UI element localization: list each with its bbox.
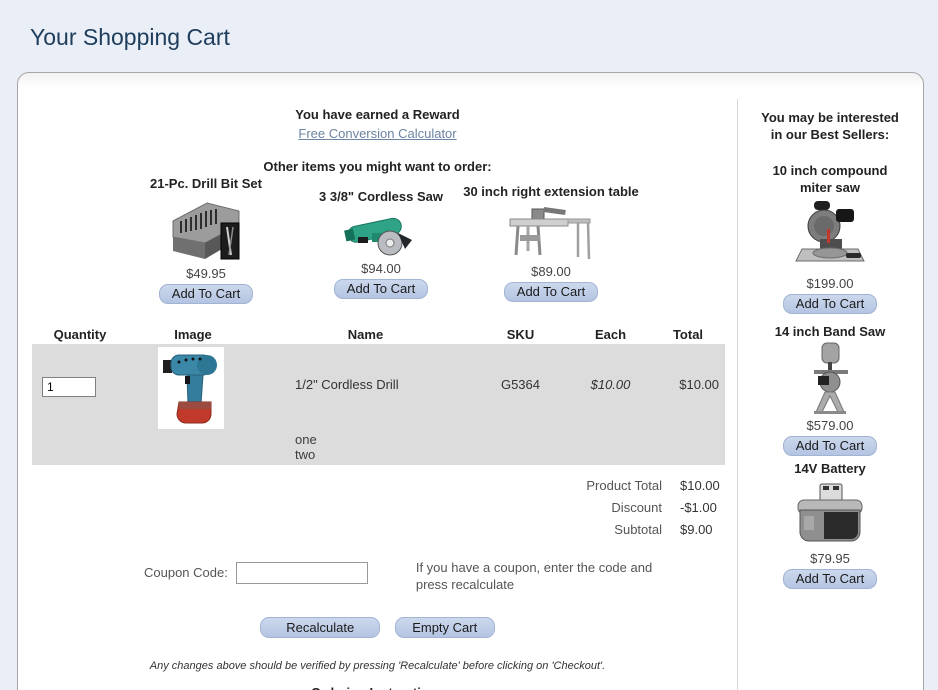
header-sku: SKU (506, 326, 535, 342)
best-seller-band-saw: 14 inch Band Saw $579.00 Add To Cart (737, 323, 923, 456)
header-name: Name (347, 326, 384, 342)
verify-note: Any changes above should be verified by … (149, 660, 606, 672)
discount-label: Discount (611, 499, 662, 515)
cart-item-total: $10.00 (679, 377, 719, 392)
suggested-product-extension-table: 30 inch right extension table (456, 184, 646, 302)
product-price: $199.00 (806, 276, 854, 291)
cart-table-header: Quantity Image Name SKU Each Total (32, 324, 725, 344)
ordering-instructions-heading: Ordering Instructions (18, 685, 737, 690)
cordless-saw-image (306, 209, 456, 259)
product-name: 14V Battery (794, 461, 866, 476)
subtotal-label: Subtotal (614, 521, 662, 537)
add-to-cart-button[interactable]: Add To Cart (782, 294, 878, 314)
coupon-section: Coupon Code: If you have a coupon, enter… (18, 560, 737, 593)
product-total-label: Product Total (586, 477, 662, 493)
cart-item-sku: G5364 (500, 377, 541, 392)
drill-bit-set-image (126, 196, 286, 264)
product-price: $94.00 (361, 261, 401, 276)
header-total: Total (672, 326, 704, 342)
product-price: $79.95 (810, 551, 850, 566)
cart-item-option: one (295, 432, 317, 447)
cart-actions: Recalculate Empty Cart (18, 617, 737, 638)
free-conversion-calculator-link[interactable]: Free Conversion Calculator (298, 126, 457, 141)
cart-item-each: $10.00 (590, 377, 631, 392)
cart-row: 1/2" Cordless Drill one two G5364 $10.00… (32, 344, 725, 465)
suggestions-heading: Other items you might want to order: (263, 159, 492, 174)
product-price: $579.00 (806, 418, 854, 433)
product-name: 10 inch compound miter saw (772, 163, 888, 195)
best-sellers-sidebar: You may be interested in our Best Seller… (737, 73, 923, 690)
header-quantity: Quantity (53, 326, 107, 342)
cart-panel: You have earned a Reward Free Conversion… (17, 72, 924, 690)
best-seller-battery: 14V Battery $79.95 Add To Cart (737, 460, 923, 589)
product-name: 3 3/8" Cordless Saw (319, 189, 443, 204)
totals-section: Product Total $10.00 Discount -$1.00 Sub… (18, 474, 737, 540)
suggested-product-drill-bit-set: 21-Pc. Drill Bit Set (126, 176, 286, 304)
cart-item-name: 1/2" Cordless Drill (295, 377, 399, 392)
coupon-label: Coupon Code: (144, 565, 228, 580)
page-title: Your Shopping Cart (30, 24, 230, 50)
product-name: 14 inch Band Saw (774, 324, 886, 339)
add-to-cart-button[interactable]: Add To Cart (782, 569, 878, 589)
header-each: Each (594, 326, 627, 342)
extension-table-image (456, 204, 646, 262)
coupon-help-text: If you have a coupon, enter the code and… (415, 560, 653, 592)
band-saw-image (737, 342, 923, 416)
cordless-drill-image (158, 347, 224, 429)
subtotal-value: $9.00 (680, 521, 713, 537)
quantity-input[interactable] (42, 377, 96, 397)
battery-image (737, 479, 923, 549)
suggested-product-cordless-saw: 3 3/8" Cordless Saw (306, 189, 456, 299)
product-price: $89.00 (531, 264, 571, 279)
product-total-value: $10.00 (680, 477, 720, 493)
product-name: 30 inch right extension table (463, 184, 639, 199)
add-to-cart-button[interactable]: Add To Cart (503, 282, 599, 302)
header-image: Image (174, 326, 212, 342)
suggested-products: 21-Pc. Drill Bit Set (18, 176, 737, 324)
discount-value: -$1.00 (680, 499, 717, 515)
cart-item-option: two (295, 447, 316, 462)
add-to-cart-button[interactable]: Add To Cart (158, 284, 254, 304)
best-sellers-heading: You may be interested in our Best Seller… (761, 110, 899, 142)
recalculate-button[interactable]: Recalculate (260, 617, 381, 638)
product-price: $49.95 (186, 266, 226, 281)
coupon-input[interactable] (235, 562, 368, 584)
main-content: You have earned a Reward Free Conversion… (18, 73, 737, 690)
empty-cart-button[interactable]: Empty Cart (394, 617, 495, 638)
best-seller-miter-saw: 10 inch compound miter saw $199.00 (737, 162, 923, 314)
reward-heading: You have earned a Reward (295, 107, 460, 122)
add-to-cart-button[interactable]: Add To Cart (782, 436, 878, 456)
add-to-cart-button[interactable]: Add To Cart (333, 279, 429, 299)
miter-saw-image (737, 198, 923, 274)
product-name: 21-Pc. Drill Bit Set (150, 176, 262, 191)
sidebar-divider (737, 99, 738, 690)
